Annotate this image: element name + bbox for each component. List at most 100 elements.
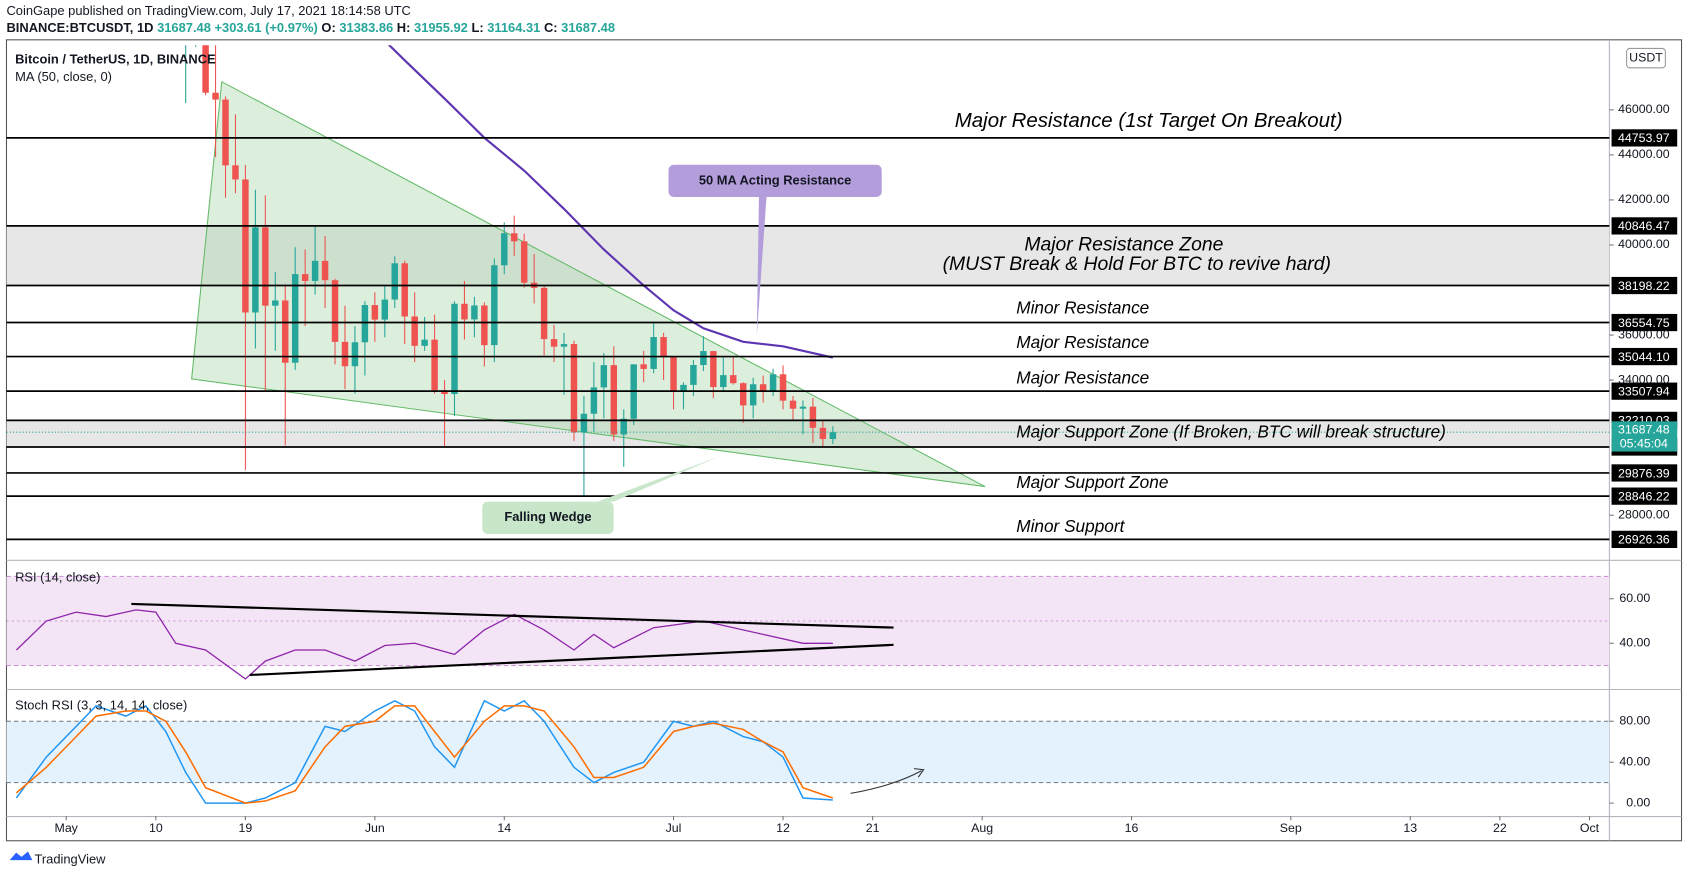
candle-body	[351, 342, 359, 367]
level-label-bg	[1611, 217, 1678, 235]
wedge-callout: Falling Wedge	[504, 509, 591, 524]
candle-body	[471, 305, 478, 320]
rsi-title: RSI (14, close)	[15, 569, 100, 584]
candle-body	[481, 305, 488, 346]
candle-body	[610, 365, 618, 435]
tv-logo	[9, 851, 33, 861]
ohlc-key: O:	[321, 20, 335, 35]
level-label-bg	[1611, 129, 1678, 147]
candle-body	[311, 260, 319, 281]
level-label: 26926.36	[1618, 533, 1670, 547]
candle-body	[829, 432, 837, 440]
annotation: (MUST Break & Hold For BTC to revive har…	[943, 253, 1331, 275]
candle-body	[252, 227, 259, 313]
zone	[6, 420, 1610, 448]
level-label: 33507.94	[1618, 385, 1670, 399]
x-tick-label: Jun	[365, 821, 385, 835]
candle-body	[520, 241, 528, 283]
level-label: 40846.47	[1618, 219, 1670, 233]
candle-body	[600, 365, 608, 388]
candle-body	[451, 303, 458, 395]
candle-body	[242, 179, 249, 313]
currency: USDT	[1629, 50, 1663, 64]
candle-body	[580, 413, 588, 433]
candle-body	[720, 375, 727, 388]
y-tick-label: 80.00	[1619, 714, 1650, 728]
countdown: 05:45:04	[1620, 436, 1668, 450]
x-tick-label: Jul	[666, 821, 682, 835]
candle-body	[819, 427, 827, 440]
ohlc-value: 31383.86	[339, 20, 393, 35]
candle-body	[511, 233, 518, 242]
candle-body	[301, 274, 309, 281]
rsi-trendline	[249, 643, 894, 677]
candle-body	[570, 344, 578, 433]
annotation: Major Resistance Zone	[1024, 234, 1223, 256]
ohlc-key: C:	[544, 20, 558, 35]
annotation: Major Resistance	[1016, 367, 1149, 387]
candle-body	[401, 263, 408, 317]
candle-body	[680, 384, 687, 392]
last-price-bg	[1611, 421, 1678, 452]
main-pane	[6, 45, 1610, 541]
candle-body	[262, 227, 269, 306]
candle-body	[590, 387, 598, 414]
x-tick-label: 19	[239, 821, 253, 835]
level-label-bg	[1611, 464, 1678, 482]
candle-body	[799, 406, 807, 409]
indicator-title: MA (50, close, 0)	[15, 69, 112, 84]
level-label-bg	[1611, 487, 1678, 505]
candle-body	[272, 300, 279, 306]
chart-title: Bitcoin / TetherUS, 1D, BINANCE	[15, 52, 216, 67]
candle-body	[321, 260, 329, 281]
candle-body	[769, 374, 777, 392]
candle-body	[391, 263, 398, 300]
candle-body	[660, 337, 667, 357]
change: +303.61 (+0.97%)	[215, 20, 318, 35]
level-label: 35044.10	[1618, 350, 1670, 364]
ohlc-value: 31955.92	[414, 20, 468, 35]
candle-body	[650, 337, 657, 369]
x-tick-label: 14	[497, 821, 511, 835]
rsi-trendline	[131, 602, 894, 629]
candle-body	[730, 375, 737, 384]
candle-body	[331, 280, 339, 342]
level-label: 28846.22	[1618, 489, 1670, 503]
candle-body	[749, 384, 757, 406]
annotation: Minor Resistance	[1016, 298, 1149, 318]
x-tick-label: 13	[1403, 821, 1417, 835]
candle-body	[809, 406, 817, 428]
candle-body	[202, 45, 209, 93]
rsi-line	[15, 609, 833, 680]
x-tick-label: 10	[149, 821, 163, 835]
ohlc-key: L:	[471, 20, 483, 35]
x-tick-label: Aug	[971, 821, 993, 835]
axes: 44753.97 40846.47 38198.22 36554.75 35044.10…	[55, 47, 1678, 835]
annotation: Major Resistance	[1016, 332, 1149, 352]
symbol-line: BINANCE:BTCUSDT, 1D 31687.48 +303.61 (+0…	[6, 20, 615, 35]
candle-body	[640, 364, 647, 369]
x-tick-label: May	[55, 821, 79, 835]
indicator-panes: RSI (14, close) Stoch RSI (3, 3, 14, 14, …	[6, 569, 1610, 804]
x-tick-label: 16	[1125, 821, 1139, 835]
level-label-bg	[1611, 530, 1678, 548]
candle-body	[461, 303, 468, 320]
stoch-arrow	[850, 768, 925, 794]
candle-body	[759, 384, 767, 392]
ma-callout-box	[668, 164, 882, 198]
ma-line	[387, 45, 834, 359]
ma-callout: 50 MA Acting Resistance	[699, 172, 852, 187]
level-label-bg	[1611, 313, 1678, 332]
candle-body	[291, 274, 299, 363]
level-label-bg	[1611, 347, 1678, 366]
y-tick-label: 0.00	[1626, 795, 1650, 809]
publisher: CoinGape published on TradingView.com, J…	[6, 3, 410, 18]
level-label-bg	[1611, 276, 1678, 295]
candle-body	[381, 299, 389, 320]
candle-body	[540, 287, 548, 340]
candle-body	[550, 339, 558, 347]
x-tick-label: Sep	[1280, 821, 1302, 835]
y-tick-label: 34000.00	[1618, 372, 1670, 386]
candle-body	[341, 341, 349, 367]
